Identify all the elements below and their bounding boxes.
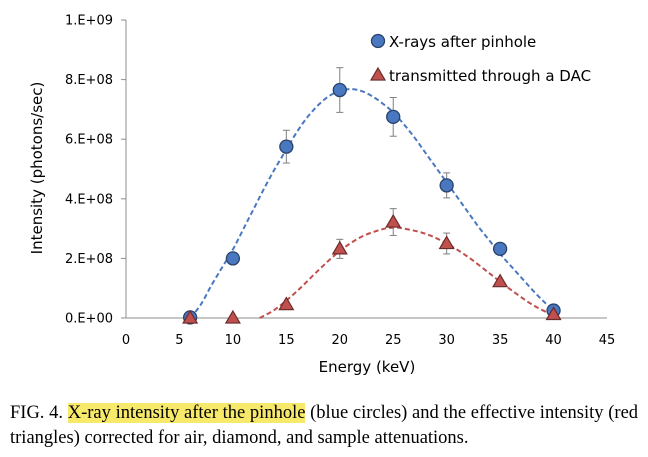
x-tick-label: 45: [599, 333, 616, 348]
data-point-dac: [224, 309, 241, 324]
y-tick-label: 0.E+00: [65, 312, 113, 327]
x-tick-label: 35: [492, 333, 509, 348]
data-point-dac: [492, 273, 509, 288]
data-point-pinhole: [439, 178, 454, 193]
legend-label-dac: transmitted through a DAC: [389, 67, 591, 85]
data-point-pinhole: [225, 251, 241, 266]
legend-marker-pinhole: [370, 33, 386, 49]
x-tick-label: 20: [332, 333, 349, 348]
legend-label-pinhole: X-rays after pinhole: [389, 33, 536, 51]
x-tick-label: 0: [122, 333, 130, 348]
chart-area: 0.E+00 2.E+08 4.E+08 6.E+08 8.E+08 1.E+09 0 5 10…: [28, 14, 615, 377]
error-bars: [282, 67, 451, 259]
data-point-dac: [385, 213, 402, 228]
caption-highlight: X-ray intensity after the pinhole: [67, 403, 306, 423]
y-tick-label: 4.E+08: [65, 192, 113, 207]
x-tick-label: 5: [175, 333, 183, 348]
data-point-dac: [438, 235, 455, 250]
legend: X-rays after pinhole transmitted through …: [369, 33, 591, 85]
figure-caption: FIG. 4. X-ray intensity after the pinhol…: [10, 401, 638, 451]
chart-svg: 0.E+00 2.E+08 4.E+08 6.E+08 8.E+08 1.E+09 0 5 10…: [28, 14, 615, 377]
axes: 0.E+00 2.E+08 4.E+08 6.E+08 8.E+08 1.E+09 0 5 10…: [65, 14, 615, 349]
y-tick-label: 2.E+08: [65, 252, 113, 267]
y-tick-label: 6.E+08: [65, 133, 113, 148]
caption-rest: (blue circles) and the effective intensi…: [10, 403, 639, 448]
y-tick-label: 8.E+08: [65, 73, 113, 88]
legend-marker-dac: [369, 66, 387, 81]
x-tick-label: 10: [225, 333, 242, 348]
x-tick-label: 25: [385, 333, 402, 348]
data-point-dac: [331, 240, 348, 255]
y-tick-label: 1.E+09: [65, 14, 113, 29]
data-point-pinhole: [332, 82, 347, 98]
data-point-pinhole: [492, 241, 508, 257]
y-axis-title: Intensity (photons/sec): [28, 82, 46, 255]
data-point-dac: [545, 306, 562, 321]
data-point-dac: [182, 309, 199, 324]
fit-line-pinhole: [189, 88, 555, 319]
data-point-pinhole: [386, 109, 401, 124]
fit-line-dac: [259, 226, 555, 319]
data-markers: [182, 82, 562, 325]
data-point-dac: [278, 296, 295, 311]
x-tick-label: 15: [278, 333, 295, 348]
caption-prefix: FIG. 4.: [10, 403, 64, 423]
x-tick-label: 30: [438, 333, 455, 348]
x-tick-label: 40: [545, 333, 562, 348]
x-axis-title: Energy (keV): [319, 358, 416, 376]
data-point-pinhole: [279, 139, 294, 154]
